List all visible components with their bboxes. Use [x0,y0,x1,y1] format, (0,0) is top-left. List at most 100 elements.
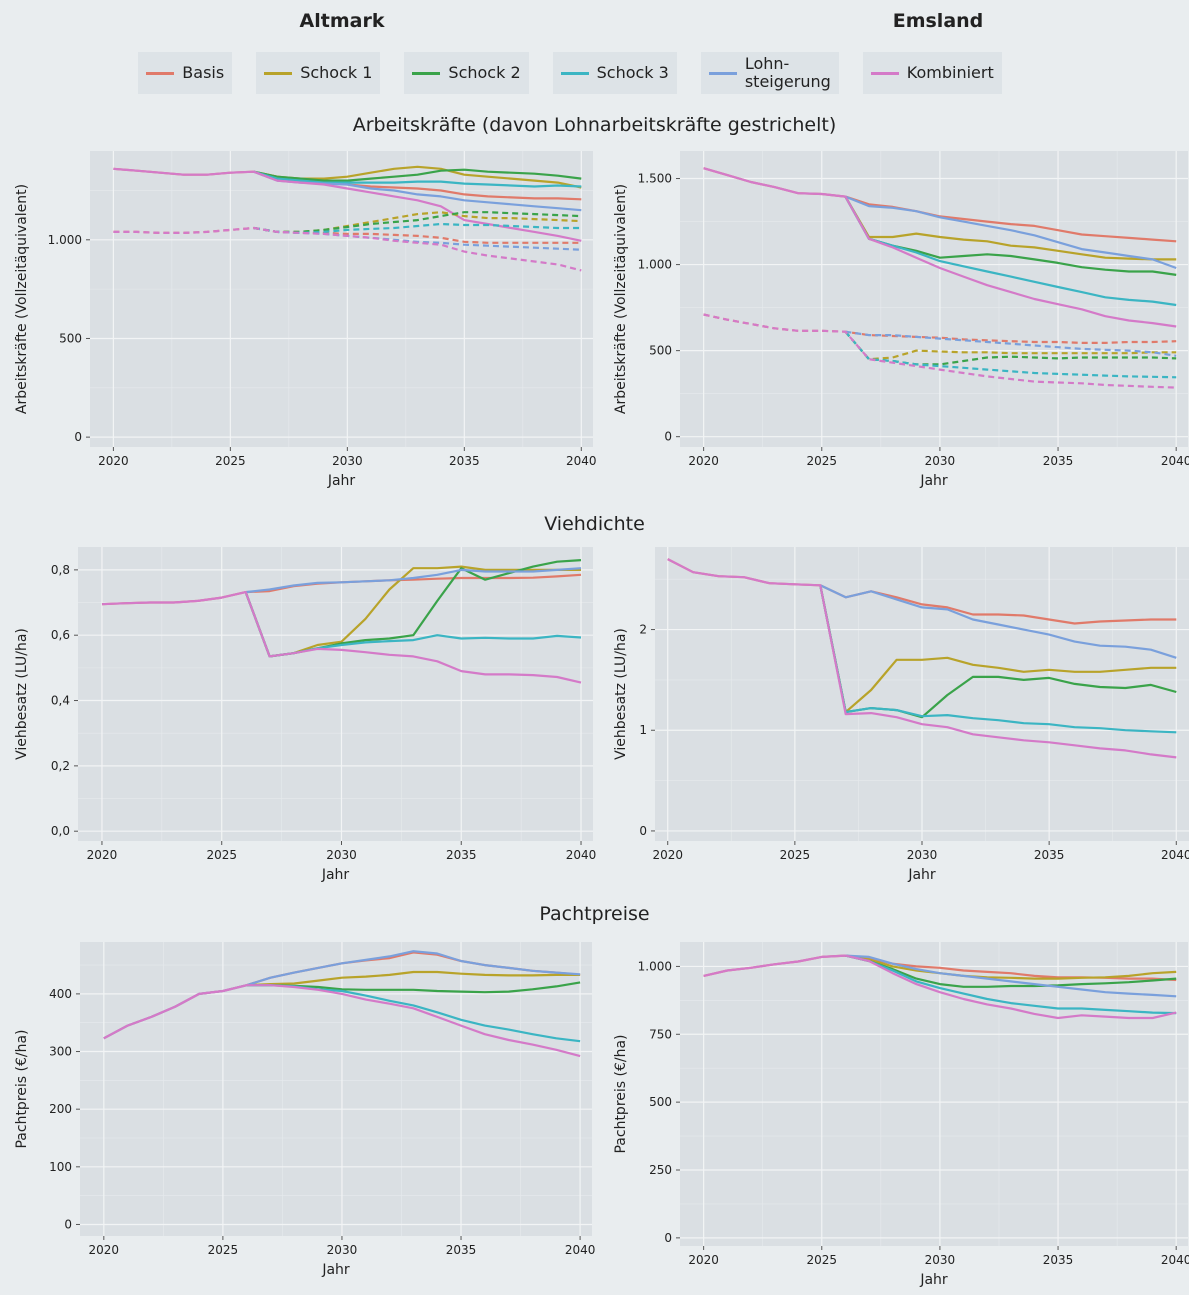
x-tick-label: 2035 [446,848,477,862]
x-tick-label: 2035 [1043,1253,1074,1267]
x-tick-label: 2025 [206,848,237,862]
legend-item: Schock 2 [404,52,528,94]
legend-label: Basis [182,64,224,82]
x-tick-label: 2025 [208,1243,239,1257]
altmark-title: Altmark [192,10,492,32]
y-axis-label: Pachtpreis (€/ha) [613,1034,629,1153]
x-tick-label: 2020 [87,848,118,862]
x-tick-label: 2030 [332,454,363,468]
legend-swatch [709,72,737,75]
x-axis-label: Jahr [327,473,356,489]
plot-panel [90,151,593,447]
chart-altmark-rent: 2020 2025 2030 2035 2040 0 100 200 300 400 Jahr Pac… [0,933,595,1295]
x-tick-label: 2040 [566,454,597,468]
y-tick-label: 1.500 [638,172,672,186]
legend-label: Schock 3 [597,64,669,82]
x-tick-label: 2040 [1161,1253,1189,1267]
x-tick-label: 2020 [89,1243,120,1257]
x-axis-label: Jahr [919,473,948,489]
x-tick-label: 2035 [446,1243,477,1257]
y-tick-label: 200 [49,1102,72,1116]
y-tick-label: 100 [49,1160,72,1174]
y-tick-label: 500 [649,344,672,358]
y-tick-label: 1.000 [638,258,672,272]
chart-emsland-rent: 2020 2025 2030 2035 2040 0 250 500 750 1.000 Jahr P… [595,933,1189,1295]
x-tick-label: 2030 [925,1253,956,1267]
x-tick-label: 2040 [1161,454,1189,468]
y-tick-label: 500 [649,1095,672,1109]
legend-label: Schock 2 [448,64,520,82]
legend-item: Schock 1 [256,52,380,94]
plot-panel [680,942,1188,1246]
y-axis-label: Viehbesatz (LU/ha) [14,628,30,760]
y-tick-label: 1 [639,723,647,737]
legend-swatch [561,72,589,75]
y-tick-label: 400 [49,987,72,1001]
x-axis-label: Jahr [907,867,936,883]
y-tick-label: 0 [664,430,672,444]
legend-item: Basis [138,52,232,94]
legend-label: Schock 1 [300,64,372,82]
y-tick-label: 0 [639,824,647,838]
y-tick-label: 0,4 [51,694,70,708]
legend-swatch [146,72,174,75]
x-tick-label: 2035 [449,454,480,468]
chart-altmark-livestock: 2020 2025 2030 2035 2040 0,0 0,2 0,4 0,6 0,8 Jahr V… [0,538,595,893]
legend-item: Kombiniert [863,52,1002,94]
section-title-labor: Arbeitskräfte (davon Lohnarbeitskräfte g… [0,114,1189,136]
plot-panel [78,547,593,841]
x-tick-label: 2030 [326,848,357,862]
y-axis-label: Arbeitskräfte (Vollzeitäquivalent) [14,184,30,414]
chart-emsland-livestock: 2020 2025 2030 2035 2040 0 1 2 Jahr Viehbesatz (L… [595,538,1189,893]
y-tick-label: 0 [64,1217,72,1231]
y-axis-label: Viehbesatz (LU/ha) [613,628,629,760]
y-tick-label: 500 [59,331,82,345]
y-axis-label: Arbeitskräfte (Vollzeitäquivalent) [613,184,629,414]
x-tick-label: 2030 [925,454,956,468]
x-tick-label: 2040 [1161,848,1189,862]
legend-item: Schock 3 [553,52,677,94]
x-axis-label: Jahr [321,867,350,883]
legend-label: Kombiniert [907,64,994,82]
y-tick-label: 750 [649,1027,672,1041]
legend-swatch [264,72,292,75]
legend-item: Lohn- steigerung [701,52,839,94]
x-axis-label: Jahr [919,1272,948,1288]
y-tick-label: 1.000 [638,959,672,973]
section-title-livestock: Viehdichte [0,513,1189,535]
y-tick-label: 250 [649,1163,672,1177]
legend-swatch [412,72,440,75]
x-tick-label: 2020 [652,848,683,862]
emsland-title: Emsland [788,10,1088,32]
x-tick-label: 2020 [688,1253,719,1267]
y-axis-label: Pachtpreis (€/ha) [14,1029,30,1148]
x-tick-label: 2025 [806,454,837,468]
y-tick-label: 0 [74,430,82,444]
legend-label: Lohn- steigerung [745,55,831,91]
x-tick-label: 2040 [565,1243,596,1257]
chart-emsland-labor: 2020 2025 2030 2035 2040 0 500 1.000 1.500 Jahr Ar… [595,140,1189,500]
plot-panel [80,942,592,1236]
x-tick-label: 2025 [215,454,246,468]
x-tick-label: 2020 [688,454,719,468]
x-tick-label: 2025 [806,1253,837,1267]
section-title-rent: Pachtpreise [0,903,1189,925]
x-tick-label: 2030 [327,1243,358,1257]
y-tick-label: 300 [49,1045,72,1059]
legend: Basis Schock 1 Schock 2 Schock 3 Lohn- steig… [70,48,1070,98]
x-axis-label: Jahr [321,1262,350,1278]
legend-swatch [871,72,899,75]
x-tick-label: 2040 [566,848,597,862]
x-tick-label: 2035 [1043,454,1074,468]
y-tick-label: 0,0 [51,824,70,838]
x-tick-label: 2030 [907,848,938,862]
y-tick-label: 0,8 [51,563,70,577]
x-tick-label: 2020 [98,454,129,468]
chart-altmark-labor: 2020 2025 2030 2035 2040 0 500 1.000 Jahr Arbeits… [0,140,595,500]
x-tick-label: 2025 [780,848,811,862]
y-tick-label: 2 [639,623,647,637]
y-tick-label: 1.000 [48,233,82,247]
y-tick-label: 0 [664,1231,672,1245]
x-tick-label: 2035 [1034,848,1065,862]
y-tick-label: 0,6 [51,628,70,642]
